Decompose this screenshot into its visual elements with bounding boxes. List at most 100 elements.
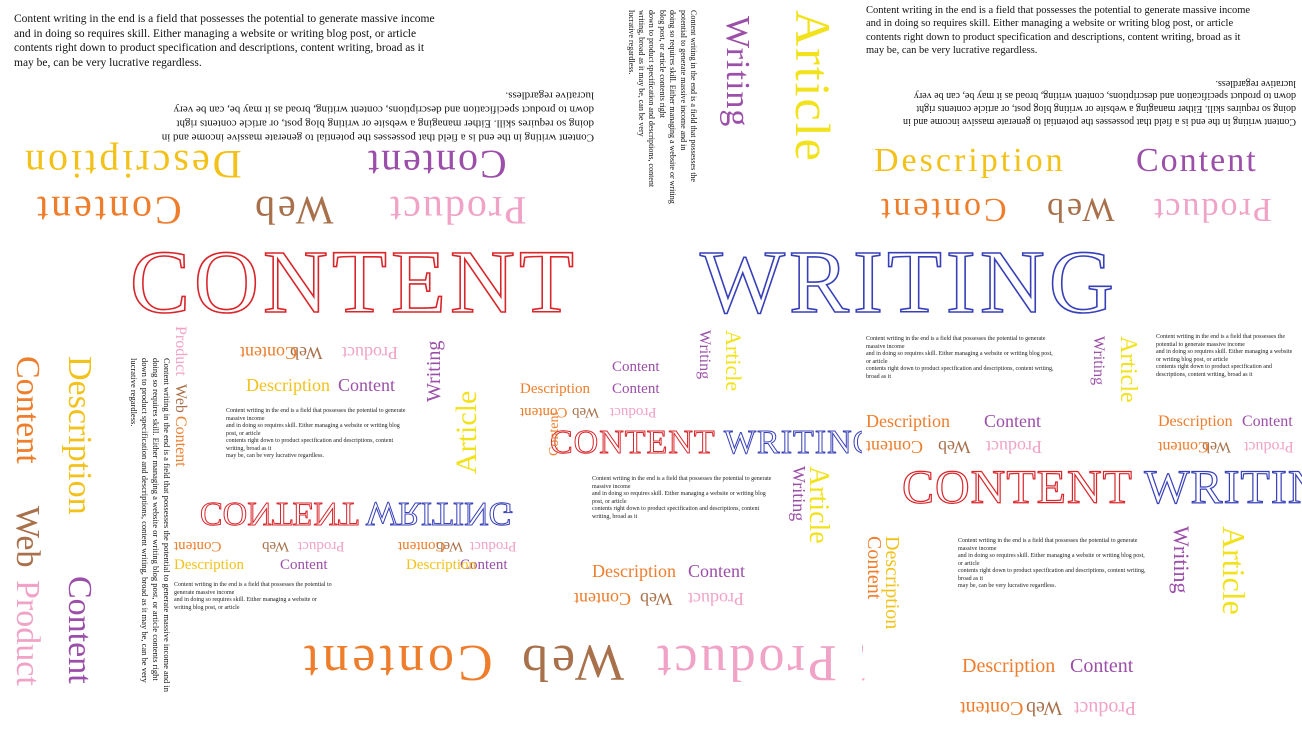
word-content-flipped: Content — [366, 142, 507, 187]
right-headline-writing: WRITING — [1144, 461, 1302, 514]
right-text-1-line-1: Content writing in the end is a field th… — [866, 336, 1046, 350]
right-text-3: Content writing in the end is a field th… — [958, 538, 1148, 591]
word-description-right: Description — [874, 142, 1066, 179]
bl-text: Content writing in the end is a field th… — [174, 582, 334, 612]
center-web-2: Web — [640, 589, 673, 609]
right-article: Article — [1115, 336, 1141, 403]
tile-product: Product — [342, 343, 398, 363]
right-text-2: Content writing in the end is a field th… — [1156, 334, 1296, 379]
center-text-line-2: and in doing so requires skill. Either m… — [592, 491, 766, 505]
word-product-right-flipped: Product — [1152, 191, 1272, 228]
flipped-line-4: lucrative regardless. — [505, 89, 594, 102]
center-headline-writing: WRITING — [723, 424, 862, 461]
right-text-2-line-3: contents right down to product specifica… — [1156, 364, 1272, 378]
vertical-line-4: lucrative regardless. — [626, 10, 636, 75]
collage-tile-right: Content writing in the end is a field th… — [862, 326, 1302, 734]
right-flipped-line-4: lucrative regardless. — [1215, 77, 1296, 89]
headline-writing: WRITING — [699, 233, 1118, 332]
center-content-6: Content — [574, 589, 631, 609]
center-text: Content writing in the end is a field th… — [592, 476, 772, 521]
right-writing: Writing — [1090, 336, 1107, 386]
bl-content: Content — [174, 538, 222, 554]
right-article-2: Article — [1216, 526, 1252, 615]
center-headline: CONTENT WRITING — [549, 424, 862, 461]
word-web-vertical-brown: Web — [9, 506, 46, 568]
bottom-content: Content — [300, 634, 493, 691]
right-description-3: Description — [962, 655, 1056, 677]
right-product-vertical: Product — [862, 644, 867, 707]
right-content-4: Content — [1158, 438, 1209, 455]
right-text-3-line-3: contents right down to product specifica… — [958, 568, 1146, 582]
right-description: Description — [866, 411, 950, 431]
intro-line-3: contents right down to product specifica… — [14, 42, 425, 55]
right-description-2: Description — [1158, 413, 1233, 430]
collage-tile-bottom-left: Product Web Content Content Description … — [170, 536, 520, 636]
bl-content-2: Content — [398, 538, 446, 554]
tile-description: Description — [246, 375, 330, 395]
flipped-line-2: doing so requires skill. Either managing… — [176, 117, 594, 130]
small-flipped-writing: WRITING — [365, 495, 514, 533]
right-web-3: Web — [1026, 697, 1063, 719]
word-description-flipped: Description — [22, 142, 242, 187]
bl-product-2: Product — [470, 538, 517, 554]
right-text-2-line-1: Content writing in the end is a field th… — [1156, 334, 1285, 348]
center-writing: Writing — [696, 330, 713, 380]
tile-text-line-4: may be, can be very lucrative regardless… — [226, 453, 324, 459]
center-product: Product — [610, 404, 657, 420]
right-paragraph: Content writing in the end is a field th… — [866, 4, 1296, 58]
center-text-line-1: Content writing in the end is a field th… — [592, 476, 772, 490]
center-description: Description — [520, 381, 590, 397]
vertical-line-3: down to product specification and descri… — [637, 10, 657, 188]
center-content-2: Content — [612, 381, 660, 397]
flipped-paragraph: Content writing in the end is a field th… — [14, 88, 594, 144]
bl-line-3: down to product specification and descri… — [139, 358, 150, 683]
right-headline-content: CONTENT — [901, 461, 1133, 514]
center-text-line-3: contents right down to product specifica… — [592, 506, 760, 520]
right-line-3: contents right down to product specifica… — [866, 31, 1241, 43]
right-text-2-line-2: and in doing so requires skill. Either m… — [1156, 349, 1293, 363]
right-flipped-paragraph: Content writing in the end is a field th… — [866, 76, 1296, 127]
bl-text-line-1: Content writing in the end is a field th… — [174, 582, 332, 596]
bottom-product: Product — [654, 634, 837, 691]
right-headline: CONTENT WRITING — [901, 461, 1302, 514]
right-flipped-line-2: doing so requires skill. Either managing… — [916, 103, 1296, 115]
word-content-vertical-purple: Content — [61, 576, 98, 684]
right-product-2: Product — [1244, 438, 1294, 455]
right-text-1-line-3: contents right down to product specifica… — [866, 366, 1054, 380]
word-content-right: Content — [1136, 142, 1258, 179]
right-text-3-line-2: and in doing so requires skill. Either m… — [958, 553, 1145, 567]
bl-line-2: doing so requires skill. Either managing… — [150, 358, 161, 681]
right-product: Product — [986, 437, 1042, 457]
tile-content-vertical: Content — [172, 416, 189, 467]
center-headline-content: CONTENT — [549, 424, 716, 461]
intro-line-4: may be, can be very lucrative regardless… — [14, 57, 202, 70]
right-description-vertical: Description — [881, 536, 903, 630]
tile-writing: Writing — [423, 340, 445, 402]
small-flipped-content: CONTENT — [200, 495, 359, 533]
right-text-1: Content writing in the end is a field th… — [866, 336, 1056, 381]
bl-line-4: lucrative regardless. — [128, 358, 139, 427]
word-content-vertical-orange: Content — [9, 356, 46, 464]
small-headline-flipped: CONTENT WRITING — [200, 495, 514, 533]
right-web: Web — [938, 437, 971, 457]
tile-content: Content — [240, 343, 297, 363]
intro-paragraph: Content writing in the end is a field th… — [14, 12, 574, 71]
word-web-flipped: Web — [252, 188, 334, 233]
tile-web-vertical: Web — [172, 384, 189, 413]
bl-text-line-2: and in doing so requires skill. Either m… — [174, 597, 317, 611]
tile-product-vertical: Product — [172, 326, 189, 376]
right-line-4: may be, can be very lucrative regardless… — [866, 45, 1038, 57]
center-article: Article — [721, 330, 746, 392]
right-flipped-line-1: Content writing in the end is a field th… — [903, 116, 1296, 128]
right-flipped-line-3: down to product specification and descri… — [913, 90, 1296, 102]
tile-text-line-3: contents right down to product specifica… — [226, 438, 394, 452]
tile-text: Content writing in the end is a field th… — [226, 408, 406, 461]
right-text-3-line-4: may be, can be very lucrative regardless… — [958, 583, 1056, 589]
right-text-3-line-1: Content writing in the end is a field th… — [958, 538, 1138, 552]
tile-article: Article — [450, 390, 483, 474]
collage-tile-left: Product Web Content Content Description … — [166, 326, 510, 526]
word-product-vertical-pink: Product — [9, 580, 46, 686]
bl-product: Product — [298, 538, 345, 554]
bl-web: Web — [262, 538, 290, 554]
